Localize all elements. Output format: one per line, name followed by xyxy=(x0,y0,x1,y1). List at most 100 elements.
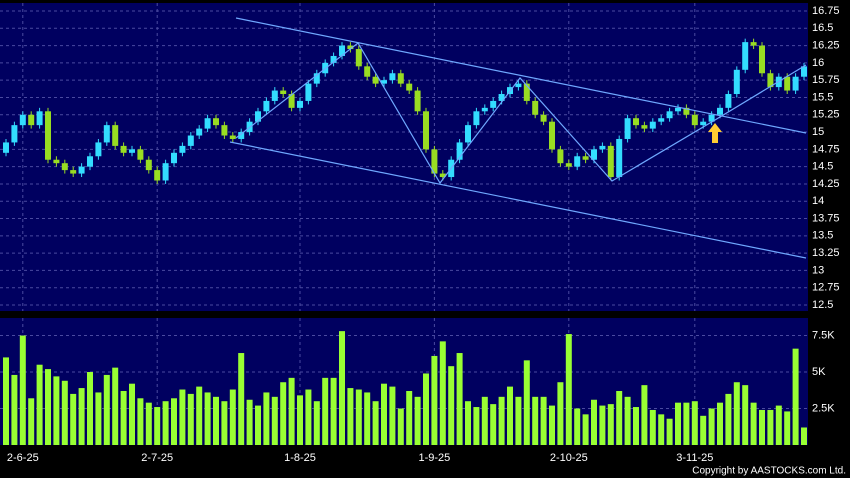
candle-body xyxy=(280,90,287,95)
volume-bar xyxy=(364,392,371,445)
candle-body xyxy=(213,118,219,126)
volume-bar xyxy=(280,382,287,445)
volume-bar xyxy=(45,369,51,445)
volume-bar xyxy=(154,407,161,445)
volume-bar xyxy=(322,377,329,445)
volume-bar xyxy=(733,382,740,445)
candle-body xyxy=(666,111,673,119)
volume-bar xyxy=(549,405,555,445)
candle-body xyxy=(784,76,791,91)
candle-body xyxy=(431,149,438,174)
candle-body xyxy=(347,45,354,50)
candle-body xyxy=(154,170,161,181)
candle-body xyxy=(725,94,732,108)
candle-body xyxy=(473,111,480,126)
volume-bar xyxy=(801,427,807,445)
y-tick-label: 13.25 xyxy=(812,247,840,259)
volume-bar xyxy=(95,392,102,445)
y-tick-label: 14.75 xyxy=(812,143,840,155)
volume-bar xyxy=(456,353,463,445)
copyright: Copyright by AASTOCKS.com Ltd. xyxy=(692,466,846,477)
candle-body xyxy=(532,100,539,115)
y-tick-label: 14.25 xyxy=(812,178,840,190)
trend-lines xyxy=(229,17,807,259)
candle-body xyxy=(305,83,312,101)
candle-body xyxy=(406,83,413,91)
volume-bar xyxy=(372,401,379,445)
candle-body xyxy=(330,55,337,63)
volume-bar xyxy=(288,377,295,445)
volume-bar xyxy=(297,395,303,445)
volume-bar xyxy=(347,388,354,445)
volume-bar xyxy=(255,405,261,445)
candle-body xyxy=(733,69,740,95)
candle-body xyxy=(498,94,505,101)
candle-body xyxy=(87,156,93,167)
candle-body xyxy=(162,163,169,181)
candle-body xyxy=(641,125,648,129)
candle-body xyxy=(481,107,488,112)
volume-bar xyxy=(406,390,413,445)
volume-bar xyxy=(112,367,119,445)
volume-bar xyxy=(691,401,698,445)
volume-bar xyxy=(784,411,791,445)
candle-body xyxy=(339,45,345,56)
candle-body xyxy=(288,94,295,108)
volume-bar xyxy=(3,357,9,445)
volume-bar xyxy=(473,407,480,445)
candle-body xyxy=(372,76,379,84)
y-tick-label: 7.5K xyxy=(812,329,835,341)
candle-body xyxy=(70,170,77,174)
candle-body xyxy=(129,149,135,153)
volume-bar xyxy=(28,398,35,445)
volume-bar xyxy=(313,401,320,445)
candle-body xyxy=(297,100,303,108)
candle-body xyxy=(423,111,429,150)
candle-body xyxy=(549,121,555,150)
volume-bar xyxy=(11,374,18,445)
volume-bar xyxy=(767,409,774,445)
x-tick-label: 1-9-25 xyxy=(419,452,451,464)
volume-bar xyxy=(162,401,169,445)
candle-body xyxy=(675,107,681,112)
volume-bar xyxy=(103,374,110,445)
y-tick-label: 14.5 xyxy=(812,161,833,173)
volume-bar xyxy=(607,404,614,445)
volume-bar xyxy=(221,401,228,445)
candle-body xyxy=(599,145,606,150)
volume-bar xyxy=(574,408,581,445)
volume-bar xyxy=(523,360,530,445)
candle-body xyxy=(633,118,639,126)
candle-body xyxy=(439,173,446,178)
volume-bar xyxy=(725,393,732,445)
y-tick-label: 16.25 xyxy=(812,39,840,51)
y-tick-label: 16 xyxy=(812,57,824,69)
volume-bar xyxy=(649,409,656,445)
volume-bar xyxy=(414,396,421,445)
candle-body xyxy=(196,128,203,136)
candle-body xyxy=(607,145,614,178)
volume-bar xyxy=(204,392,211,445)
volume-bar xyxy=(532,396,539,445)
volume-bar xyxy=(792,348,799,445)
candle-body xyxy=(95,142,102,157)
candle-body xyxy=(229,135,236,139)
y-tick-label: 15.75 xyxy=(812,74,840,86)
volume-bar xyxy=(431,355,438,445)
candle-body xyxy=(515,83,522,88)
volume-bar xyxy=(616,390,623,445)
volume-bar xyxy=(187,393,194,445)
candle-body xyxy=(582,156,589,160)
candle-body xyxy=(221,125,228,136)
volume-bar xyxy=(465,401,471,445)
volume-bar xyxy=(540,396,547,445)
x-tick-label: 1-8-25 xyxy=(284,452,316,464)
volume-bar xyxy=(355,389,362,445)
candle-body xyxy=(591,149,597,160)
candle-body xyxy=(3,142,9,153)
volume-bar xyxy=(557,382,564,445)
volume-bar xyxy=(389,386,396,445)
candle-body xyxy=(717,107,723,115)
x-tick-label: 2-6-25 xyxy=(7,452,39,464)
